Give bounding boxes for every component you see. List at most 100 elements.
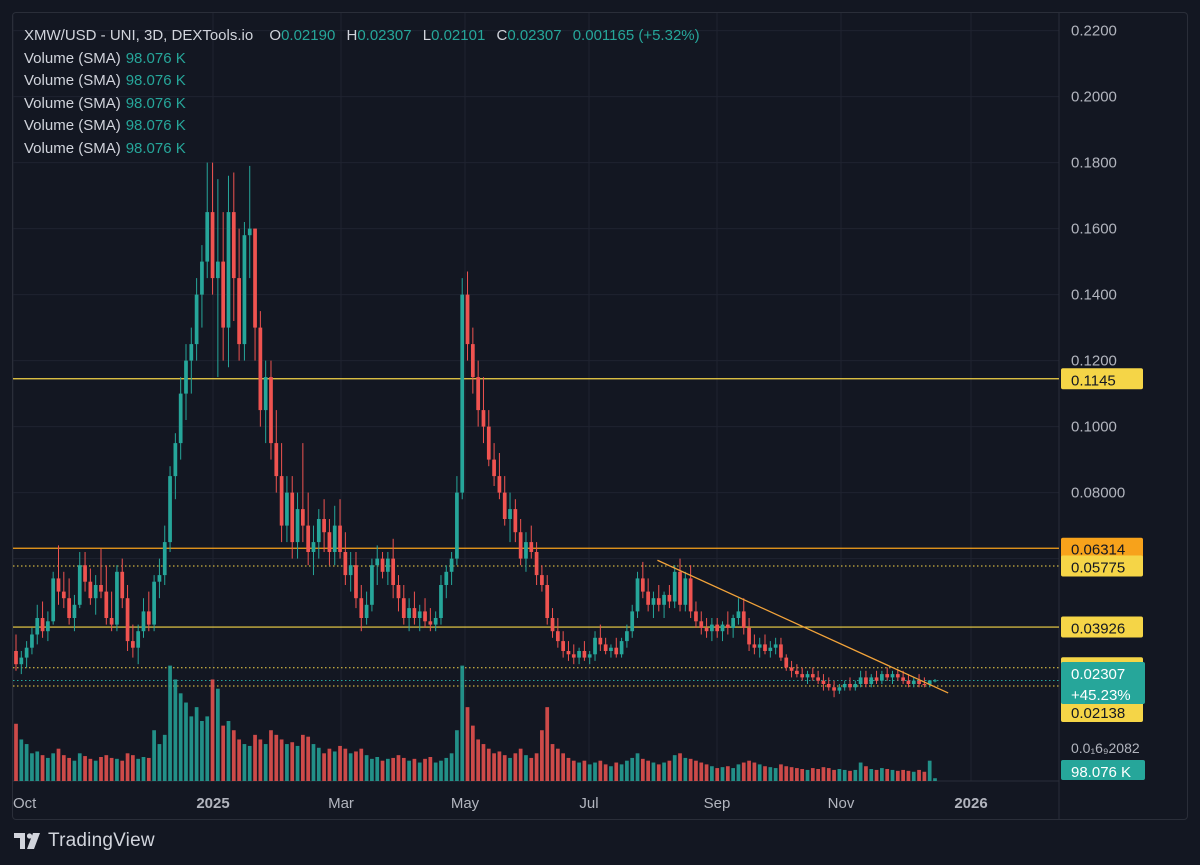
candle-body <box>699 621 704 628</box>
candle-body <box>439 585 443 618</box>
volume-bar <box>540 730 544 781</box>
candle-body <box>322 519 326 533</box>
volume-bar <box>481 744 486 781</box>
volume-bar <box>678 753 682 781</box>
volume-bar <box>736 764 741 781</box>
candle-body <box>672 571 677 602</box>
volume-bar <box>476 739 481 781</box>
candle-body <box>741 611 746 628</box>
volume-bar <box>56 748 61 781</box>
volume-bar <box>880 768 884 781</box>
volume-bar <box>704 764 709 781</box>
volume-bar <box>725 766 730 781</box>
volume-bar <box>77 753 82 781</box>
volume-bar <box>433 762 438 781</box>
volume-bar <box>699 762 704 781</box>
candle-body <box>619 641 624 655</box>
volume-bar <box>343 748 348 781</box>
volume-bar <box>922 771 927 781</box>
volume-bar <box>14 723 18 781</box>
current-price-tag-text: +45.23% <box>1071 687 1131 704</box>
candle-body <box>407 608 411 618</box>
candle-body <box>635 578 640 612</box>
volume-bar <box>933 778 937 781</box>
candle-body <box>922 684 927 685</box>
candle-body <box>19 657 24 665</box>
legend-close-value: 0.02307 <box>507 27 562 44</box>
volume-bar <box>816 769 820 781</box>
volume-value-tag-box <box>1061 760 1145 780</box>
chart-canvas[interactable]: 0.2200 0.2000 0.1800 0.1600 0.1400 0.1200 0.10… <box>13 13 1188 820</box>
volume-bar <box>518 748 523 781</box>
volume-bar <box>837 769 842 781</box>
candle-body <box>194 294 199 345</box>
legend-volume-row[interactable]: Volume (SMA) 98.076 K <box>24 138 700 161</box>
price-level-tag-text: 0.1145 <box>1071 372 1116 389</box>
volume-sma-value: 98.076 K <box>125 139 186 157</box>
candle-body <box>906 680 911 684</box>
candle-body <box>832 687 836 691</box>
legend-volume-row[interactable]: Volume (SMA) 98.076 K <box>24 115 700 138</box>
volume-bar <box>864 766 868 781</box>
candle-body <box>497 476 502 493</box>
candle-body <box>534 552 539 576</box>
candle-body <box>72 604 77 618</box>
tradingview-branding[interactable]: TradingView <box>14 830 155 852</box>
legend-volume-row[interactable]: Volume (SMA) 98.076 K <box>24 48 700 71</box>
volume-bar <box>72 760 77 781</box>
volume-bar <box>269 730 273 781</box>
trendline <box>657 559 949 694</box>
volume-bar <box>93 760 98 781</box>
candle-body <box>412 608 417 618</box>
candle-body <box>465 294 470 345</box>
volume-bar <box>178 693 183 781</box>
volume-bar <box>848 770 852 781</box>
volume-bar <box>168 665 172 781</box>
volume-bar <box>61 755 66 781</box>
candle-body <box>104 591 109 618</box>
candle-body <box>874 677 879 681</box>
volume-bar <box>24 744 29 781</box>
candle-body <box>231 212 236 279</box>
candle-body <box>205 212 210 262</box>
volume-sma-label: Volume (SMA) <box>24 117 121 135</box>
candle-body <box>46 621 50 632</box>
candle-body <box>725 624 730 628</box>
candle-body <box>858 677 863 684</box>
candle-body <box>141 611 146 632</box>
price-level-tag-text: 0.03926 <box>1071 621 1125 638</box>
candle-body <box>646 591 651 605</box>
candle-body <box>184 360 188 394</box>
volume-bar <box>715 768 720 781</box>
volume-bar <box>205 716 210 781</box>
candle-body <box>359 598 364 618</box>
volume-bar <box>46 757 50 781</box>
candle-body <box>561 641 566 651</box>
volume-bar <box>19 739 24 781</box>
legend-open-label: O <box>269 27 282 44</box>
candle-body <box>848 684 852 688</box>
volume-bar <box>88 758 93 781</box>
candle-body <box>338 525 342 552</box>
volume-bar <box>226 721 231 781</box>
x-tick-label: 2025 <box>196 795 229 812</box>
volume-sma-value: 98.076 K <box>125 49 186 67</box>
candle-body <box>253 228 257 328</box>
volume-sma-value: 98.076 K <box>125 72 186 90</box>
candle-body <box>933 680 937 682</box>
y-tick-label: 0.1000 <box>1071 419 1117 436</box>
volume-bar <box>216 688 220 781</box>
candle-body <box>747 627 751 645</box>
candle-body <box>470 344 475 378</box>
candle-body <box>524 542 528 559</box>
legend-volume-row[interactable]: Volume (SMA) 98.076 K <box>24 93 700 116</box>
candle-body <box>210 212 215 279</box>
legend-volume-row[interactable]: Volume (SMA) 98.076 K <box>24 70 700 93</box>
candle-body <box>768 647 773 651</box>
volume-bar <box>306 736 311 781</box>
volume-bar <box>194 707 199 781</box>
legend-change-value: 0.001165 (+5.32%) <box>572 27 700 44</box>
volume-bar <box>354 751 358 781</box>
candle-body <box>327 532 332 552</box>
volume-bar <box>375 757 380 781</box>
